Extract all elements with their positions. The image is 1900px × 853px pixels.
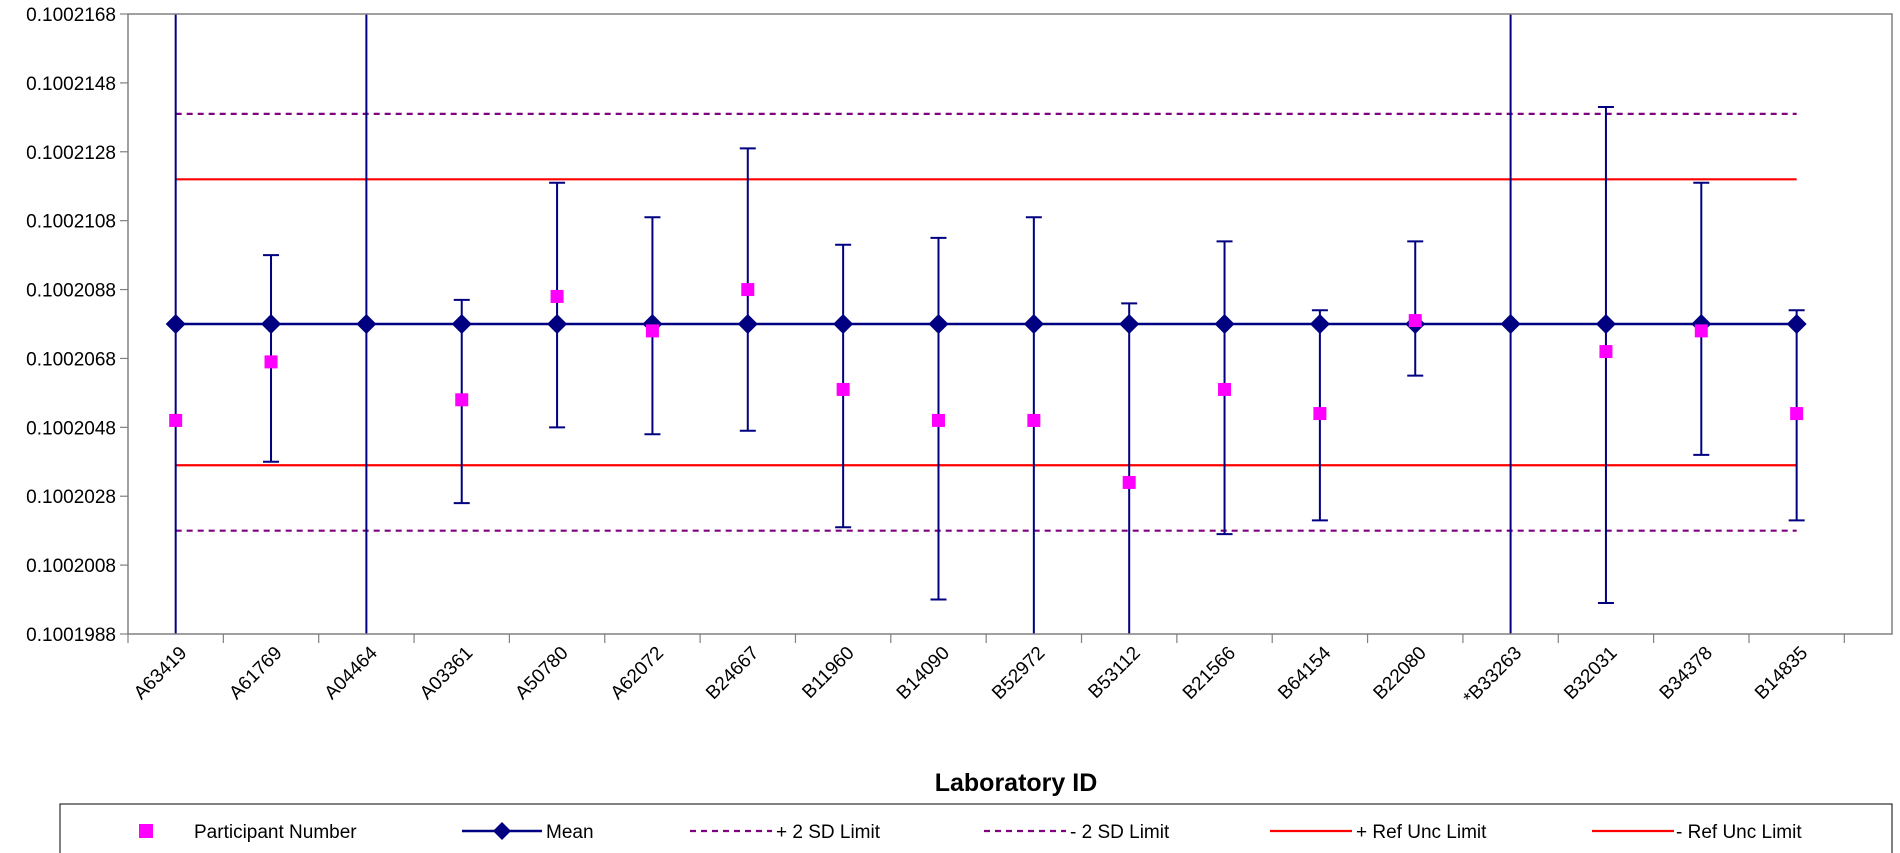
mean-point	[833, 314, 854, 334]
legend-marker-diamond	[493, 822, 511, 840]
y-tick-label: 0.1002168	[26, 5, 116, 26]
mean-point	[1119, 314, 1140, 334]
participant-point	[1790, 407, 1804, 421]
x-tick-label: A04464	[321, 642, 382, 703]
legend-box	[59, 803, 1893, 853]
mean-point	[1023, 314, 1044, 334]
mean-point	[261, 314, 282, 334]
x-tick-label: A63419	[130, 643, 191, 704]
y-tick-label: 0.1002068	[26, 349, 116, 370]
y-tick-label: 0.1002148	[26, 74, 116, 95]
x-tick-label: B32031	[1560, 643, 1621, 704]
mean-point	[928, 314, 949, 334]
x-axis-title: Laboratory ID	[935, 769, 1098, 797]
x-tick-label: B34378	[1656, 643, 1717, 704]
legend-mean-label: Mean	[546, 822, 594, 843]
mean-point	[1595, 314, 1616, 334]
legend-plus-2sd-label: + 2 SD Limit	[776, 822, 881, 843]
x-axis-ticks: A63419 A61769 A04464 A03361 A50780 A62072 B246…	[127, 634, 1845, 709]
participant-point	[1313, 407, 1327, 421]
mean-point	[1214, 314, 1235, 334]
x-tick-label: B53112	[1085, 643, 1145, 703]
participant-point	[645, 324, 659, 338]
x-tick-label: A50780	[511, 643, 572, 704]
participant-point	[1122, 475, 1136, 489]
x-tick-label: A62072	[607, 643, 668, 704]
legend-marker-square	[139, 824, 153, 838]
x-tick-label: B11960	[798, 643, 858, 703]
x-tick-label: B14835	[1751, 643, 1812, 704]
mean-point	[1786, 314, 1807, 334]
legend-minus-2sd-label: - 2 SD Limit	[1070, 822, 1170, 843]
y-tick-label: 0.1002128	[26, 143, 116, 164]
participant-point	[264, 355, 278, 369]
limit-lines	[175, 112, 1797, 532]
legend-plus-ref-unc-label: + Ref Unc Limit	[1356, 822, 1487, 843]
participant-point	[741, 283, 755, 297]
participant-point	[1027, 413, 1041, 427]
x-tick-label: B24667	[702, 643, 763, 704]
mean-point	[356, 314, 377, 334]
y-tick-label: 0.1002048	[26, 418, 116, 439]
participant-point	[455, 393, 469, 407]
x-tick-label: B22080	[1370, 643, 1431, 704]
mean-series	[165, 314, 1807, 334]
y-tick-label: 0.1001988	[26, 625, 116, 646]
x-tick-label: *B33263	[1460, 643, 1526, 709]
legend-minus-ref-unc-label: - Ref Unc Limit	[1676, 822, 1802, 843]
mean-point	[547, 314, 568, 334]
mean-point	[737, 314, 758, 334]
x-tick-label: B52972	[988, 643, 1049, 704]
participant-point	[1599, 345, 1613, 359]
plot-area-frame	[127, 13, 1893, 635]
mean-point	[165, 314, 186, 334]
x-tick-label: A61769	[225, 643, 286, 704]
participant-point	[1408, 314, 1422, 328]
participant-point	[836, 382, 850, 396]
participant-point	[550, 289, 564, 303]
y-tick-label: 0.1002088	[26, 281, 116, 302]
y-axis-ticks: 0.1002168 0.1002148 0.1002128 0.1002108 0.10…	[26, 5, 128, 646]
y-tick-label: 0.1002008	[26, 556, 116, 577]
x-tick-label: A03361	[416, 643, 477, 704]
participant-series	[169, 283, 1804, 489]
legend: Participant Number Mean + 2 SD Limit - 2 SD…	[59, 803, 1893, 853]
mean-point	[1309, 314, 1330, 334]
mean-point	[1500, 314, 1521, 334]
y-tick-label: 0.1002028	[26, 487, 116, 508]
participant-point	[1694, 324, 1708, 338]
participant-point	[1218, 382, 1232, 396]
x-tick-label: B14090	[893, 643, 954, 704]
legend-participant-label: Participant Number	[194, 822, 357, 843]
participant-point	[169, 413, 183, 427]
x-tick-label: B64154	[1274, 642, 1335, 703]
x-tick-label: B21566	[1179, 643, 1240, 704]
mean-point	[451, 314, 472, 334]
y-tick-label: 0.1002108	[26, 212, 116, 233]
participant-point	[931, 413, 945, 427]
